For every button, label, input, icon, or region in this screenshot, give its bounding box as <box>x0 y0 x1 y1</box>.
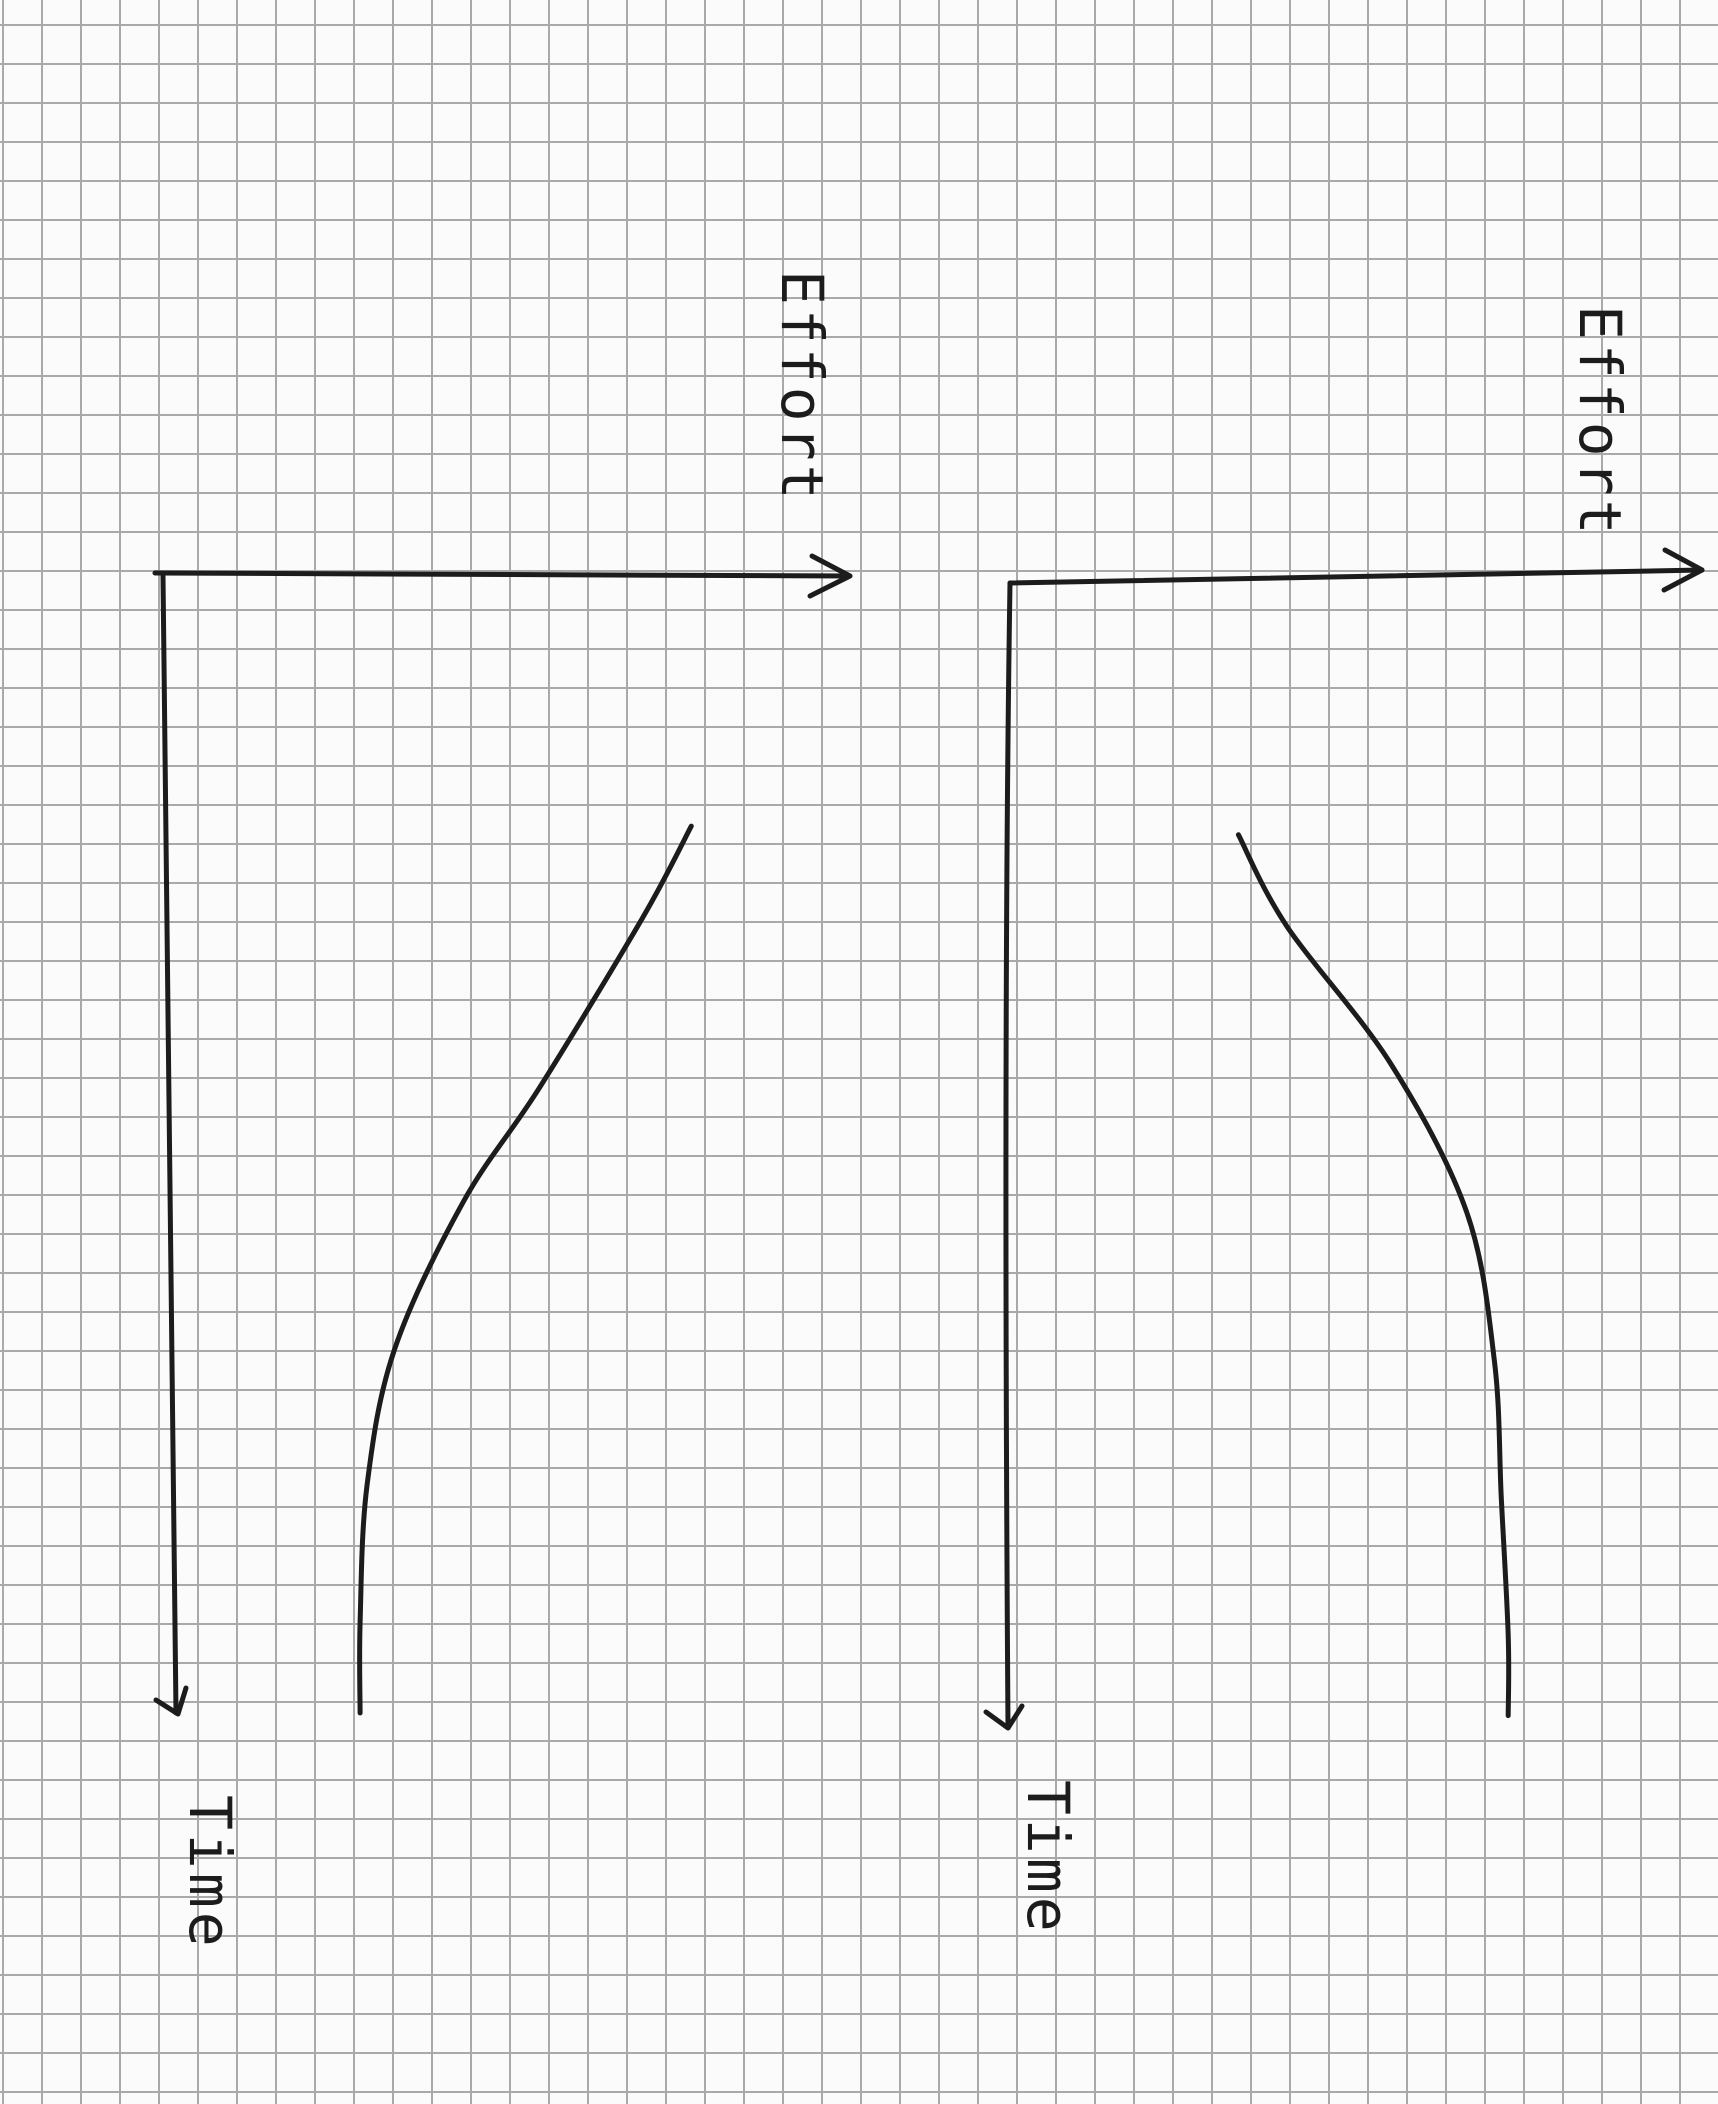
left-effort-arrowhead <box>807 553 853 599</box>
right-time-axis <box>1003 580 1013 1730</box>
right-effort-time-chart: Effort Time <box>983 305 1705 1936</box>
left-chart-series-line <box>357 823 694 1716</box>
left-effort-axis <box>152 570 853 579</box>
left-time-label: Time <box>176 1795 244 1951</box>
right-chart-series-line <box>1235 832 1512 1719</box>
left-time-axis <box>160 573 179 1716</box>
left-effort-label: Effort <box>768 270 836 504</box>
left-time-arrowhead <box>153 1685 189 1717</box>
right-effort-axis <box>1007 567 1705 586</box>
right-time-label: Time <box>1014 1780 1082 1936</box>
right-effort-label: Effort <box>1566 305 1634 539</box>
right-effort-arrowhead <box>1661 547 1705 593</box>
left-effort-time-chart: Effort Time <box>152 270 853 1951</box>
right-time-arrowhead <box>983 1703 1025 1731</box>
